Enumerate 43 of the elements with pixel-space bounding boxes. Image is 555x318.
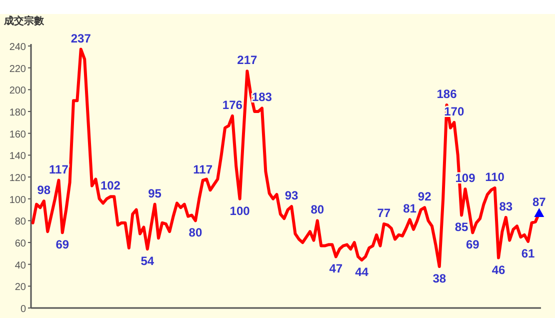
data-label: 237 xyxy=(70,31,92,46)
data-label: 102 xyxy=(100,178,121,193)
y-tick-label: 60 xyxy=(14,238,26,250)
data-label: 93 xyxy=(284,188,299,202)
data-label: 183 xyxy=(252,90,272,104)
data-label: 80 xyxy=(310,202,324,217)
y-tick-label: 120 xyxy=(9,173,26,184)
y-tick-label: 200 xyxy=(9,86,26,97)
data-label: 47 xyxy=(329,262,343,276)
y-tick-label: 180 xyxy=(9,108,26,118)
data-label: 217 xyxy=(237,53,258,68)
y-tick-label: 220 xyxy=(9,64,26,75)
data-label: 87 xyxy=(532,195,546,210)
data-label: 95 xyxy=(148,186,162,200)
data-label: 38 xyxy=(432,272,446,286)
data-label: 44 xyxy=(355,264,369,279)
data-label: 100 xyxy=(230,204,250,218)
data-label: 117 xyxy=(193,162,213,176)
chart-title: 成交宗數 xyxy=(3,15,45,27)
y-tick-label: 40 xyxy=(14,260,26,272)
data-label: 110 xyxy=(485,170,505,184)
y-tick-label: 80 xyxy=(14,216,26,228)
data-label: 85 xyxy=(454,220,469,234)
data-label: 61 xyxy=(521,246,536,260)
y-tick-label: 240 xyxy=(9,42,26,53)
data-label: 83 xyxy=(499,199,513,214)
data-label: 176 xyxy=(222,98,243,112)
data-label: 117 xyxy=(49,162,69,176)
y-tick-label: 20 xyxy=(14,282,26,294)
data-label: 92 xyxy=(418,190,432,204)
data-label: 46 xyxy=(492,262,506,277)
data-label: 69 xyxy=(466,238,480,252)
data-label: 80 xyxy=(188,226,202,240)
y-tick-label: 140 xyxy=(9,151,26,162)
y-tick-label: 100 xyxy=(9,194,26,206)
data-label: 98 xyxy=(37,183,51,198)
y-tick-label: 160 xyxy=(9,129,26,140)
data-label: 69 xyxy=(56,238,70,252)
y-tick-label: 0 xyxy=(20,304,26,315)
data-label: 54 xyxy=(140,254,154,268)
data-label: 77 xyxy=(377,206,391,220)
data-label: 186 xyxy=(436,86,458,101)
data-label: 81 xyxy=(403,202,417,216)
